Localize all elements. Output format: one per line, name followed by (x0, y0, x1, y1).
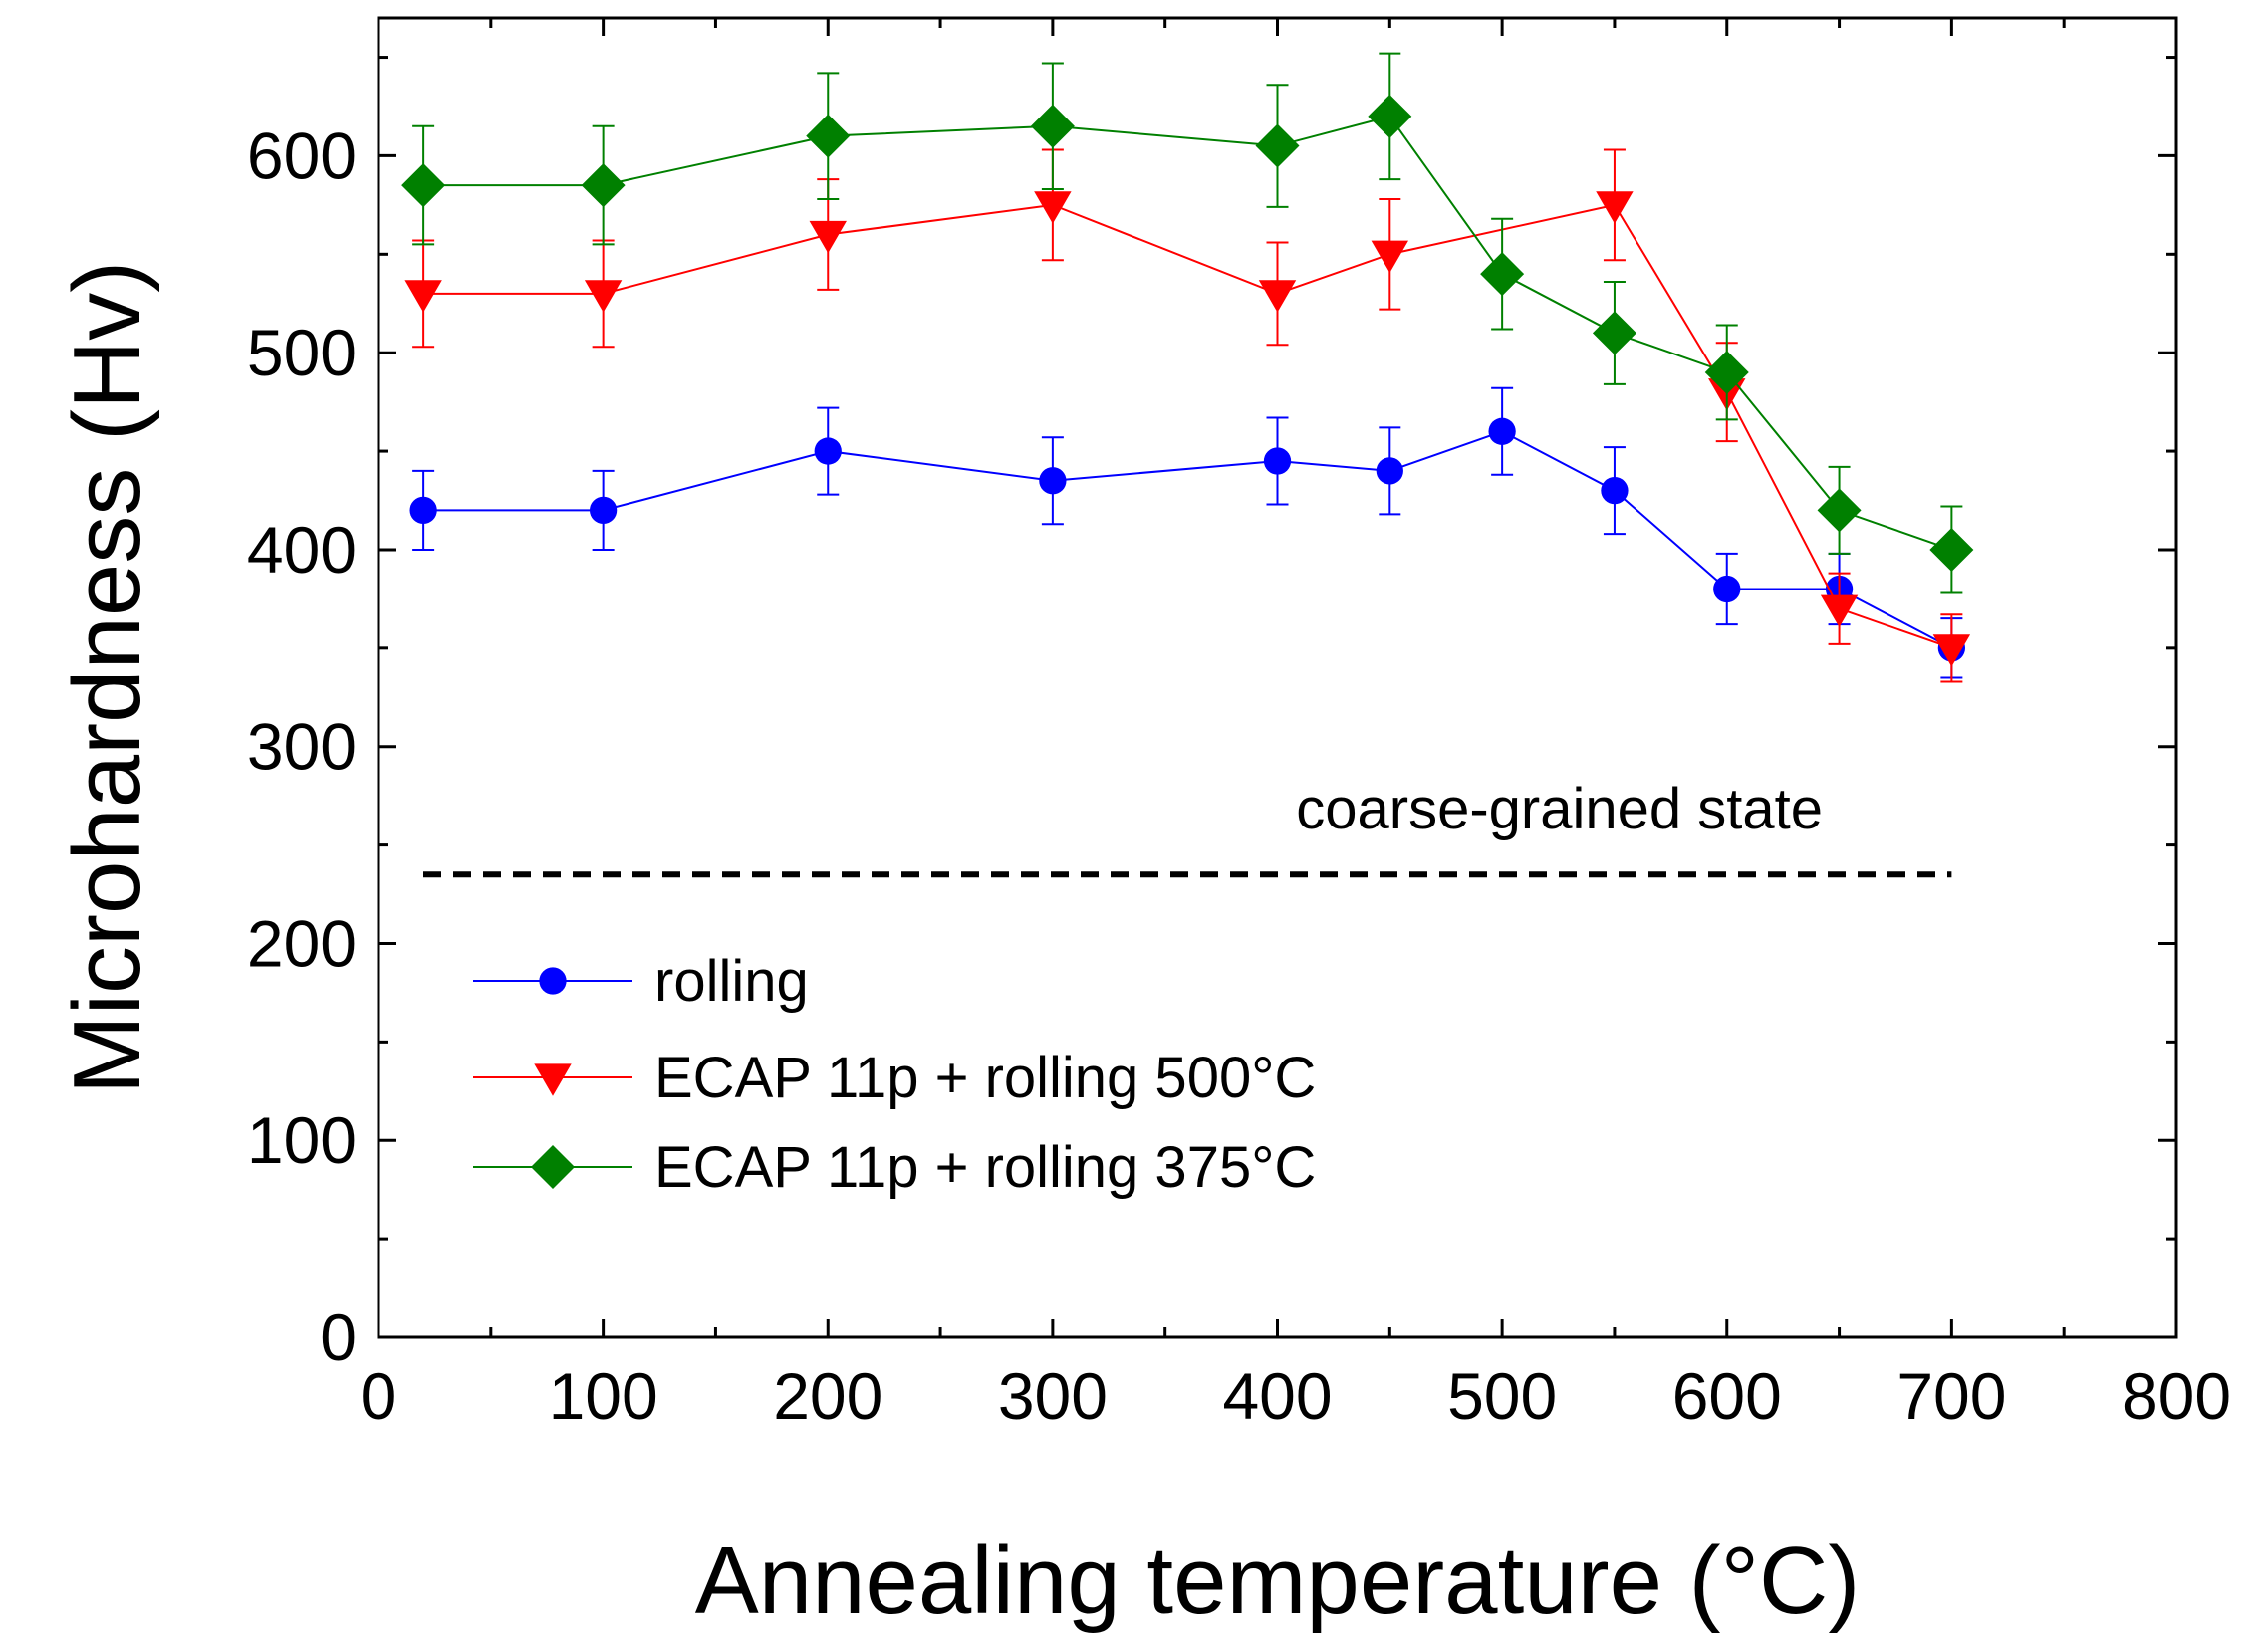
x-tick-label: 500 (1447, 1359, 1557, 1433)
data-point (1932, 634, 1971, 667)
y-tick-label: 500 (247, 316, 357, 389)
data-point (1255, 123, 1300, 168)
data-point (409, 496, 437, 525)
data-point (809, 220, 847, 254)
legend: rolling ECAP 11p + rolling 500°C ECAP 11p … (473, 949, 1316, 1200)
data-point (1480, 252, 1525, 297)
data-point (581, 163, 626, 208)
x-tick-label: 800 (2122, 1359, 2231, 1433)
x-tick-label: 200 (773, 1359, 882, 1433)
axes: 0 100 200 300 400 500 600 700 800 0 100 200 300 400 50… (247, 16, 2231, 1433)
series-1 (404, 148, 1971, 683)
series-group (401, 52, 1974, 683)
data-point (1034, 191, 1072, 224)
data-point (1820, 594, 1859, 627)
x-axis-title: Annealing temperature (°C) (695, 1528, 1861, 1634)
y-axis-title: Microhardness (Hv) (54, 261, 160, 1095)
data-point (814, 437, 842, 465)
data-point (1817, 488, 1862, 533)
data-point (806, 114, 851, 158)
series-line (423, 430, 1952, 649)
x-tick-label: 400 (1222, 1359, 1332, 1433)
y-tick-label: 100 (247, 1103, 357, 1177)
data-point (589, 496, 618, 525)
data-point (1713, 575, 1741, 603)
series-2 (401, 52, 1974, 594)
data-point (1371, 240, 1409, 274)
x-tick-label: 0 (361, 1359, 397, 1433)
data-point (1592, 311, 1636, 355)
x-tick-label: 700 (1896, 1359, 2006, 1433)
data-point (1368, 94, 1412, 138)
legend-label: ECAP 11p + rolling 500°C (654, 1046, 1316, 1110)
data-point (1704, 350, 1749, 394)
reference-line-label: coarse-grained state (1296, 777, 1823, 841)
data-point (1929, 527, 1974, 572)
data-point (1601, 476, 1629, 505)
legend-marker (531, 1145, 575, 1189)
data-point (1263, 447, 1292, 475)
data-point (401, 163, 446, 208)
legend-label: ECAP 11p + rolling 375°C (654, 1135, 1316, 1200)
x-tick-label: 100 (549, 1359, 658, 1433)
y-tick-label: 0 (320, 1300, 357, 1374)
y-tick-label: 600 (247, 118, 357, 192)
data-point (1039, 467, 1067, 495)
data-point (1376, 457, 1403, 485)
data-point (1258, 280, 1297, 313)
x-tick-label: 300 (998, 1359, 1108, 1433)
y-tick-label: 300 (247, 710, 357, 784)
data-point (404, 280, 442, 313)
data-point (1488, 417, 1516, 445)
series-line (423, 203, 1952, 649)
data-point (1030, 104, 1075, 148)
x-tick-label: 600 (1672, 1359, 1782, 1433)
data-point (1596, 191, 1634, 224)
series-0 (409, 386, 1966, 679)
data-point (584, 280, 623, 313)
legend-marker (539, 967, 567, 995)
legend-label: rolling (654, 949, 809, 1014)
series-line (423, 115, 1952, 551)
y-tick-label: 200 (247, 906, 357, 980)
legend-marker (534, 1063, 572, 1096)
y-tick-label: 400 (247, 513, 357, 587)
